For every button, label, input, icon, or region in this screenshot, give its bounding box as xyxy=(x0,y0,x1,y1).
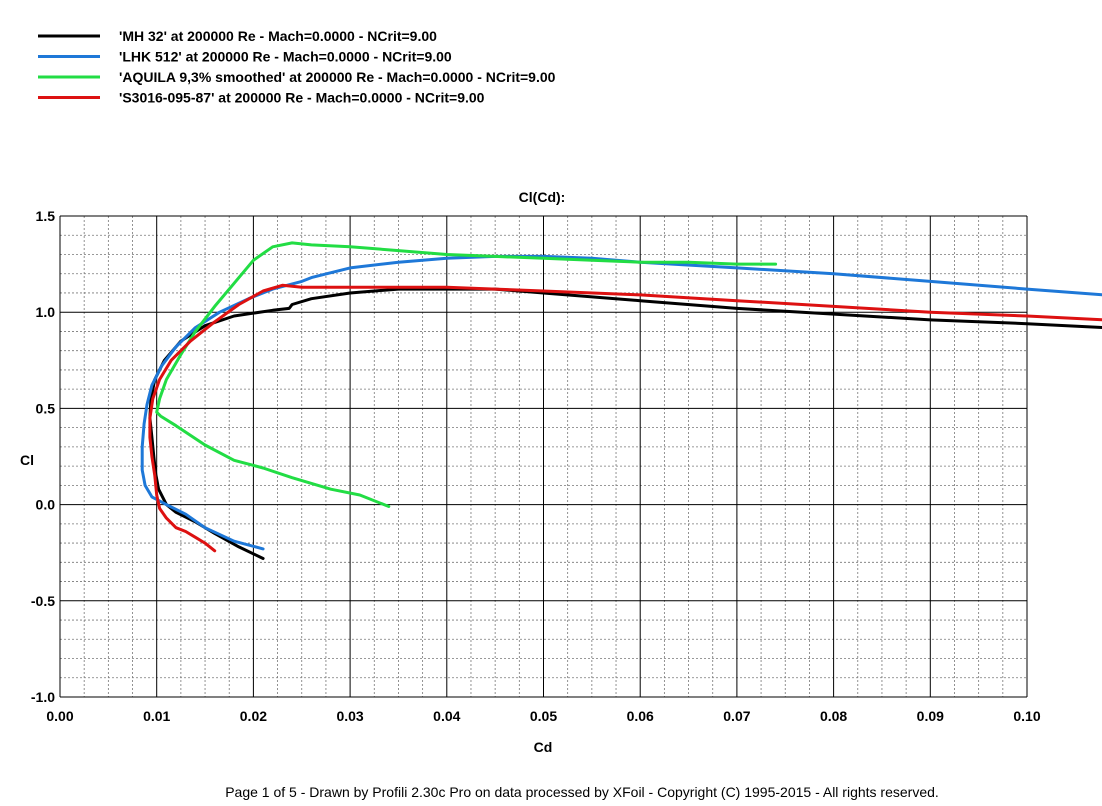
legend-label-2: 'LHK 512' at 200000 Re - Mach=0.0000 - N… xyxy=(119,49,452,65)
x-tick-label: 0.10 xyxy=(1013,708,1040,724)
x-tick-label: 0.05 xyxy=(530,708,557,724)
y-tick-label: 0.0 xyxy=(36,497,56,513)
legend-label-4: 'S3016-095-87' at 200000 Re - Mach=0.000… xyxy=(119,90,485,106)
x-tick-label: 0.06 xyxy=(627,708,654,724)
series-group xyxy=(140,241,1102,560)
page-footer: Page 1 of 5 - Drawn by Profili 2.30c Pro… xyxy=(225,784,939,800)
y-tick-label: 1.5 xyxy=(36,208,56,224)
x-tick-label: 0.00 xyxy=(46,708,73,724)
axis-ticks: 0.00 0.01 0.02 0.03 0.04 0.05 0.06 0.07 0.08 0.09… xyxy=(31,208,1041,724)
series-line-3 xyxy=(155,241,778,508)
series-clip xyxy=(140,241,1102,560)
y-tick-label: 0.5 xyxy=(36,400,56,416)
x-axis-label: Cd xyxy=(534,739,553,755)
chart-title: Cl(Cd): xyxy=(519,189,566,205)
x-tick-label: 0.09 xyxy=(917,708,944,724)
legend-label-3: 'AQUILA 9,3% smoothed' at 200000 Re - Ma… xyxy=(119,69,556,85)
series-line-4 xyxy=(148,283,1102,553)
y-tick-label: 1.0 xyxy=(36,304,56,320)
y-axis-label: Cl xyxy=(20,452,34,468)
legend-label-1: 'MH 32' at 200000 Re - Mach=0.0000 - NCr… xyxy=(119,28,437,44)
legend: 'MH 32' at 200000 Re - Mach=0.0000 - NCr… xyxy=(38,28,556,106)
x-tick-label: 0.08 xyxy=(820,708,847,724)
x-tick-label: 0.02 xyxy=(240,708,267,724)
series-line-1 xyxy=(148,287,1102,560)
x-tick-label: 0.01 xyxy=(143,708,170,724)
y-tick-label: -0.5 xyxy=(31,593,55,609)
y-tick-label: -1.0 xyxy=(31,689,55,705)
x-tick-label: 0.03 xyxy=(336,708,363,724)
x-tick-label: 0.07 xyxy=(723,708,750,724)
plot-grid xyxy=(59,215,1028,698)
x-tick-label: 0.04 xyxy=(433,708,460,724)
